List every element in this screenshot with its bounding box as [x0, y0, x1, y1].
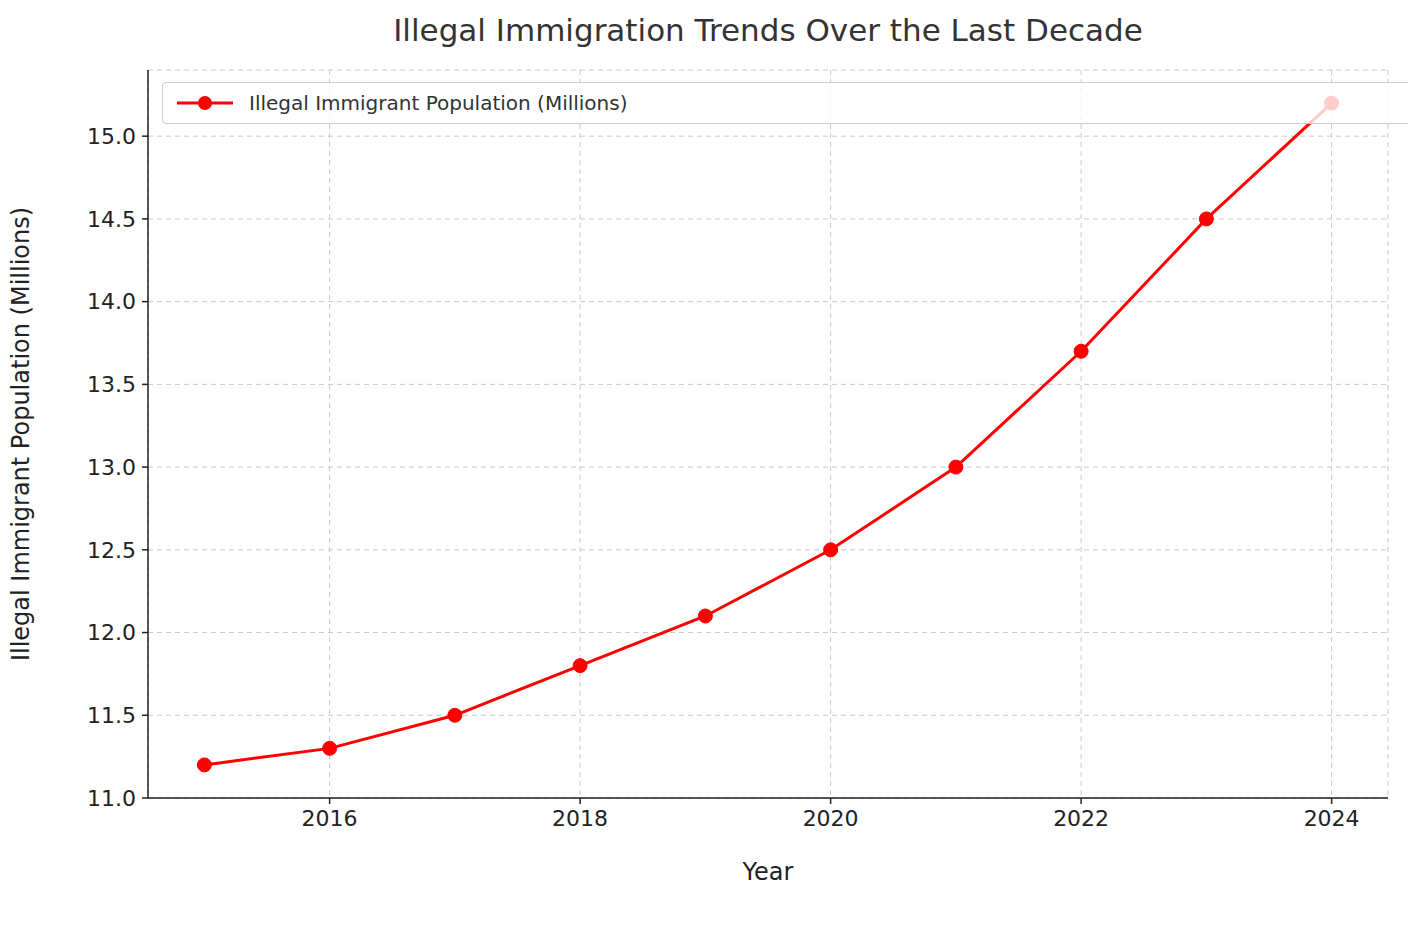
html-text:Illegal Immigrant Population (: Illegal Immigrant Population (Millions)	[249, 91, 628, 115]
svg-text:12.0: 12.0	[87, 620, 136, 645]
svg-text:11.5: 11.5	[87, 703, 136, 728]
svg-text:12.5: 12.5	[87, 538, 136, 563]
svg-text:2020: 2020	[803, 806, 859, 831]
svg-text:2018: 2018	[552, 806, 608, 831]
svg-text:2022: 2022	[1053, 806, 1109, 831]
svg-text:15.0: 15.0	[87, 124, 136, 149]
svg-text:2024: 2024	[1304, 806, 1360, 831]
svg-text:11.0: 11.0	[87, 786, 136, 811]
svg-text:Illegal Immigrant Population (: Illegal Immigrant Population (Millions)	[8, 207, 35, 661]
svg-text:2016: 2016	[302, 806, 358, 831]
svg-text:13.5: 13.5	[87, 372, 136, 397]
svg-text:Year: Year	[742, 858, 794, 886]
svg-text:14.5: 14.5	[87, 207, 136, 232]
svg-text:13.0: 13.0	[87, 455, 136, 480]
html-text:Illegal Immigration Trends Ove: Illegal Immigration Trends Over the Last…	[393, 12, 1143, 48]
svg-text:14.0: 14.0	[87, 289, 136, 314]
